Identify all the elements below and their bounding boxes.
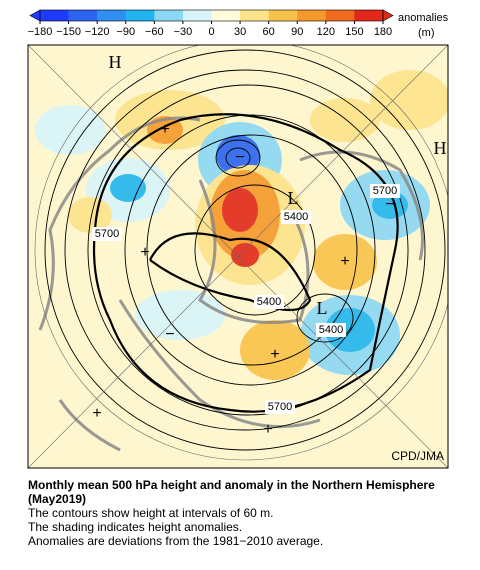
pressure-label: +: [140, 244, 149, 261]
colorbar-segment: [240, 10, 269, 21]
colorbar-unit: (m): [418, 27, 435, 39]
pressure-label: +: [160, 121, 169, 138]
contour-label-bg: [316, 323, 346, 337]
colorbar-segment: [125, 10, 155, 21]
contour-label: 5700: [268, 401, 292, 413]
colorbar-tick-label: 180: [374, 26, 392, 38]
colorbar-tick-label: −90: [116, 26, 135, 38]
pressure-label: L: [317, 298, 328, 318]
colorbar-tick-label: 90: [291, 26, 303, 38]
caption-title: Monthly mean 500 hPa height and anomaly …: [28, 478, 435, 506]
pressure-label: H: [109, 52, 122, 72]
coastlines: [38, 116, 424, 452]
contour-label: 5700: [95, 228, 119, 240]
colorbar-segment: [297, 10, 327, 21]
pressure-label: +: [270, 346, 279, 363]
colorbar-tick-label: 0: [208, 26, 214, 38]
pressure-label: H: [434, 138, 447, 158]
colorbar: −180 −150 −120 −90 −60 −30 0 30 60 90 120 150 180: [28, 9, 394, 38]
colorbar-segment: [154, 10, 184, 21]
graticule: [28, 45, 448, 468]
contour-label: 5700: [373, 185, 397, 197]
height-contours: [44, 49, 446, 451]
caption-line: The contours show height at intervals of…: [28, 506, 274, 520]
colorbar-segment: [68, 10, 98, 21]
contour-label-bg: [370, 184, 400, 198]
bold-contours: [92, 113, 399, 413]
caption: Monthly mean 500 hPa height and anomaly …: [28, 478, 468, 548]
contour-label: 5400: [257, 296, 281, 308]
colorbar-segment: [354, 10, 384, 21]
colorbar-arrow: [29, 9, 41, 22]
colorbar-title: anomalies: [398, 12, 449, 24]
map-figure: −180 −150 −120 −90 −60 −30 0 30 60 90 120 150 180 an…: [27, 9, 449, 469]
contour-label: 5400: [319, 324, 343, 336]
colorbar-tick-label: 60: [263, 26, 275, 38]
contour-label-bg: [281, 210, 311, 224]
colorbar-arrow: [382, 9, 394, 22]
map-labels: H H L L 5700 5700 5700 5400 5400 5400 + + + + + − − − +: [92, 52, 447, 438]
map-frame: [27, 44, 449, 469]
colorbar-segment: [268, 10, 298, 21]
colorbar-tick-label: −150: [56, 26, 81, 38]
colorbar-segment: [40, 10, 69, 21]
contour-label: 5400: [284, 211, 308, 223]
credit: CPD/JMA: [391, 449, 444, 463]
pressure-label: −: [385, 196, 394, 213]
pressure-label: −: [235, 149, 244, 166]
pressure-label: +: [92, 405, 101, 422]
contour-label-bg: [254, 295, 284, 309]
map: H H L L 5700 5700 5700 5400 5400 5400 + + + + + − − − +: [28, 45, 448, 468]
colorbar-tick-label: −180: [28, 26, 53, 38]
pressure-label: +: [263, 421, 272, 438]
pressure-label: +: [340, 253, 349, 270]
colorbar-tick-label: 120: [317, 26, 335, 38]
contour-label-bg: [92, 227, 122, 241]
pressure-label: L: [288, 188, 299, 208]
contour-label-bg: [265, 400, 295, 414]
caption-line: Anomalies are deviations from the 1981−2…: [28, 534, 324, 548]
pressure-label: −: [165, 326, 174, 343]
colorbar-segment: [182, 10, 212, 21]
colorbar-tick-label: 30: [234, 26, 246, 38]
colorbar-segment: [211, 10, 241, 21]
colorbar-segment: [97, 10, 127, 21]
colorbar-tick-label: −60: [145, 26, 164, 38]
colorbar-tick-label: −120: [85, 26, 110, 38]
colorbar-tick-label: 150: [345, 26, 363, 38]
colorbar-segment: [325, 10, 355, 21]
caption-line: The shading indicates height anomalies.: [28, 520, 243, 534]
colorbar-tick-label: −30: [174, 26, 193, 38]
